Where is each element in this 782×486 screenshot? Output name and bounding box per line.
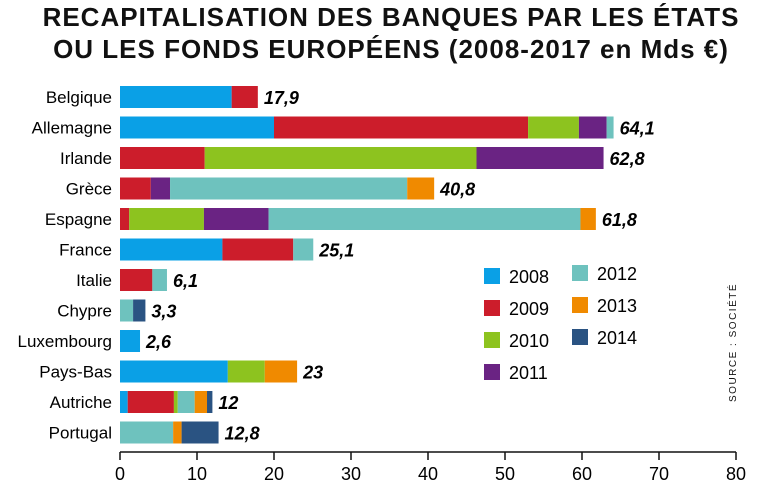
x-axis: 0 10 20 30 40 50 60 70 80 <box>115 451 746 484</box>
bar-segment <box>181 421 219 444</box>
bar-segment <box>127 391 174 413</box>
bar-segment <box>120 147 205 169</box>
x-tick-label: 80 <box>726 464 746 484</box>
bar-segment <box>120 116 274 139</box>
total-value-label: 23 <box>302 363 323 383</box>
legend-label: 2012 <box>597 264 637 284</box>
category-label: Portugal <box>49 424 112 443</box>
category-label: Pays-Bas <box>39 363 112 382</box>
chart-title-line2: OU LES FONDS EUROPÉENS (2008-2017 en Mds… <box>53 34 729 64</box>
x-tick-label: 60 <box>572 464 592 484</box>
x-tick-label: 10 <box>187 464 207 484</box>
legend-swatch <box>572 329 588 345</box>
bar-segment <box>120 391 128 413</box>
total-value-label: 2,6 <box>145 332 172 352</box>
bar-segment <box>173 391 178 413</box>
bar-segment <box>152 269 167 291</box>
bar-segment <box>268 208 581 230</box>
bar-segment <box>578 116 607 139</box>
total-value-label: 17,9 <box>264 88 299 108</box>
bar-segment <box>120 86 232 108</box>
category-label: Autriche <box>50 393 112 412</box>
bar-segment <box>120 360 228 383</box>
category-label: Luxembourg <box>17 332 112 351</box>
category-label: Belgique <box>46 88 112 107</box>
legend: 2008 2009 2010 2011 2012 2013 2014 <box>484 264 637 383</box>
category-label: Chypre <box>57 302 112 321</box>
total-value-label: 64,1 <box>620 119 655 139</box>
legend-swatch <box>484 364 500 380</box>
legend-label: 2011 <box>509 363 548 383</box>
bar-segment <box>120 269 153 291</box>
total-value-label: 25,1 <box>318 241 354 261</box>
category-label: France <box>59 241 112 260</box>
bar-segment <box>129 208 204 230</box>
bar-segment <box>528 116 579 139</box>
total-value-label: 12,8 <box>225 424 260 444</box>
bar-segment <box>227 360 265 383</box>
category-label: Italie <box>76 271 112 290</box>
x-tick-label: 50 <box>495 464 515 484</box>
bar-segment <box>476 147 604 169</box>
total-value-label: 12 <box>218 393 238 413</box>
category-label: Espagne <box>45 210 112 229</box>
legend-swatch <box>484 332 500 348</box>
bar-segment <box>173 421 182 444</box>
total-value-label: 62,8 <box>610 149 645 169</box>
labels-layer: Belgique 17,9 Allemagne 64,1 Irlande 62,8 Grèc… <box>17 88 654 444</box>
chart-title-line1: RECAPITALISATION DES BANQUES PAR LES ÉTA… <box>42 2 740 32</box>
bar-segment <box>120 177 151 200</box>
legend-swatch <box>484 268 500 284</box>
bar-segment <box>120 238 223 261</box>
bar-segment <box>204 147 477 169</box>
x-tick-label: 30 <box>341 464 361 484</box>
x-tick-label: 0 <box>115 464 125 484</box>
legend-label: 2009 <box>509 299 549 319</box>
total-value-label: 3,3 <box>151 302 176 322</box>
bar-segment <box>194 391 208 413</box>
legend-label: 2013 <box>597 296 637 316</box>
category-label: Irlande <box>60 149 112 168</box>
x-tick-label: 70 <box>649 464 669 484</box>
legend-label: 2014 <box>597 328 637 348</box>
legend-label: 2010 <box>509 331 549 351</box>
bars-layer <box>120 86 614 444</box>
bar-segment <box>222 238 294 261</box>
bar-segment <box>120 299 134 322</box>
total-value-label: 6,1 <box>173 271 198 291</box>
bar-segment <box>293 238 314 261</box>
x-tick-label: 20 <box>264 464 284 484</box>
total-value-label: 40,8 <box>439 180 475 200</box>
bar-segment <box>231 86 258 108</box>
legend-swatch <box>572 265 588 281</box>
bar-segment <box>133 299 146 322</box>
legend-swatch <box>484 300 500 316</box>
category-label: Allemagne <box>32 119 112 138</box>
bar-segment <box>203 208 269 230</box>
total-value-label: 61,8 <box>602 210 637 230</box>
bar-segment <box>207 391 213 413</box>
legend-swatch <box>572 297 588 313</box>
category-label: Grèce <box>66 180 112 199</box>
bar-segment <box>606 116 614 139</box>
legend-label: 2008 <box>509 267 549 287</box>
bar-segment <box>120 330 141 352</box>
bar-segment <box>580 208 596 230</box>
bar-segment <box>170 177 408 200</box>
source-note: SOURCE : SOCIÉTÉ <box>728 282 739 402</box>
x-tick-label: 40 <box>418 464 438 484</box>
bar-segment <box>264 360 298 383</box>
bar-segment <box>177 391 195 413</box>
bar-segment <box>120 421 174 444</box>
bar-segment <box>407 177 435 200</box>
bar-segment <box>150 177 171 200</box>
bar-segment <box>274 116 529 139</box>
bar-segment <box>120 208 130 230</box>
